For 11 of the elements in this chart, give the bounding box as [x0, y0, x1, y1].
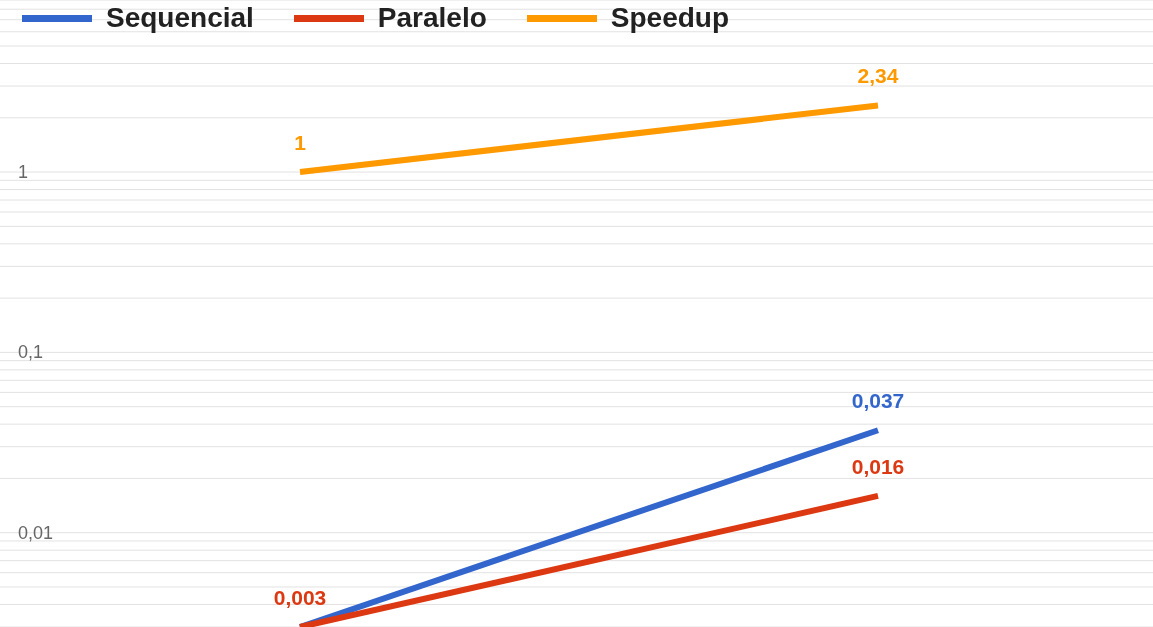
- y-tick-label: 0,01: [18, 522, 54, 543]
- y-tick-label: 1: [18, 162, 29, 183]
- legend-label: Sequencial: [106, 2, 254, 34]
- data-label: 2,34: [857, 64, 899, 88]
- legend-label: Speedup: [610, 2, 730, 34]
- legend-label: Paralelo: [377, 2, 487, 34]
- data-label: 0,016: [851, 454, 905, 478]
- data-label: 0,037: [851, 389, 905, 413]
- data-label: 1: [294, 131, 307, 155]
- y-tick-label: 0,1: [18, 342, 44, 363]
- data-label: 0,003: [273, 586, 327, 609]
